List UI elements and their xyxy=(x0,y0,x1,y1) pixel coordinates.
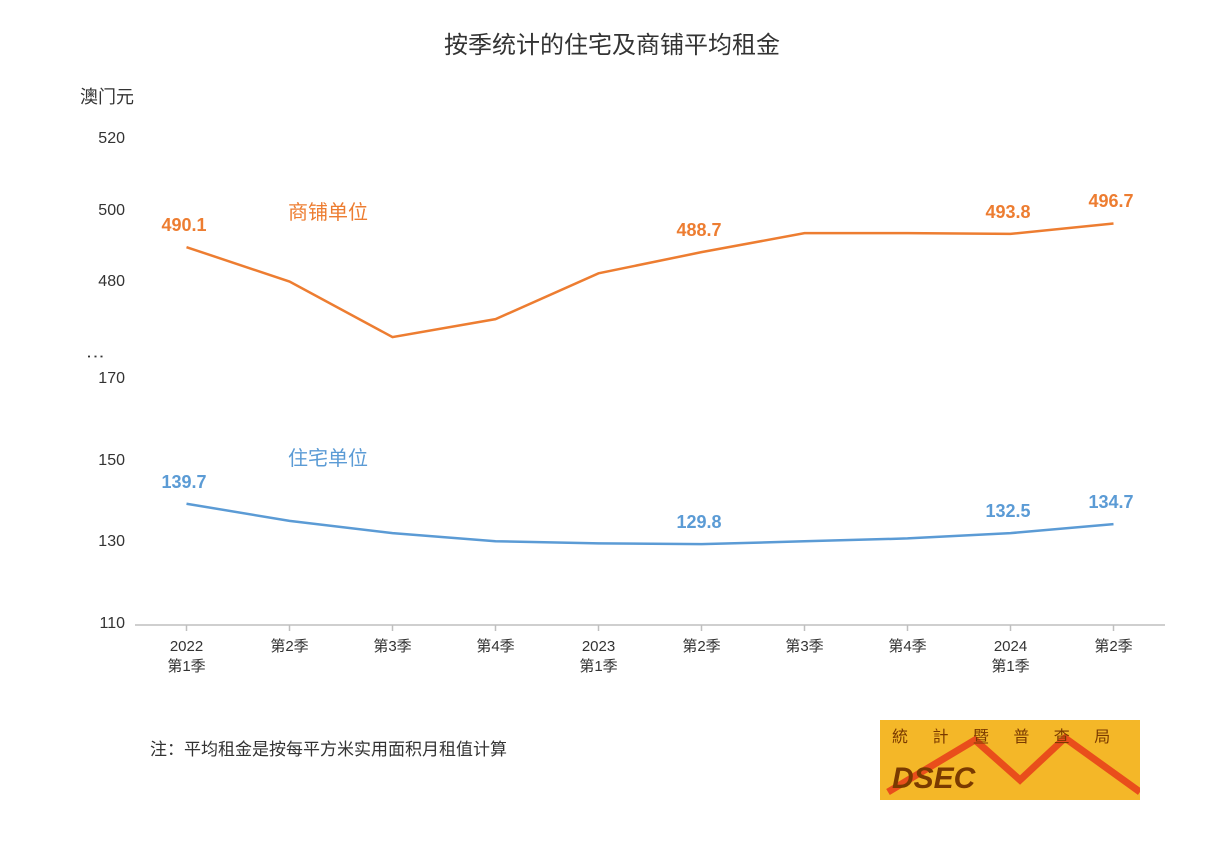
data-point-label: 132.5 xyxy=(986,501,1031,522)
y-tick-label: 500 xyxy=(85,202,125,220)
data-point-label: 129.8 xyxy=(677,512,722,533)
x-tick-label: 2024第1季 xyxy=(971,637,1051,676)
series-line xyxy=(187,223,1114,337)
logo-text-main: DSEC xyxy=(892,762,977,795)
logo-text-top: 統 計 暨 普 查 局 xyxy=(892,728,1120,746)
x-tick-label: 第2季 xyxy=(1074,637,1154,657)
x-tick-label: 第4季 xyxy=(456,637,536,657)
dsec-logo: 統 計 暨 普 查 局 DSEC xyxy=(880,720,1140,800)
x-tick-label: 2023第1季 xyxy=(559,637,639,676)
series-name-label: 住宅单位 xyxy=(288,442,368,471)
x-tick-label: 2022第1季 xyxy=(147,637,227,676)
dsec-logo-svg: 統 計 暨 普 查 局 DSEC xyxy=(880,720,1140,800)
x-tick-label: 第2季 xyxy=(662,637,742,657)
data-point-label: 493.8 xyxy=(986,202,1031,223)
chart-footnote: 注：平均租金是按每平方米实用面积月租值计算 xyxy=(150,735,507,760)
data-point-label: 496.7 xyxy=(1089,191,1134,212)
data-point-label: 490.1 xyxy=(162,215,207,236)
series-name-label: 商铺单位 xyxy=(288,196,368,225)
y-tick-label: 150 xyxy=(85,452,125,470)
y-tick-label: 480 xyxy=(85,273,125,291)
data-point-label: 488.7 xyxy=(677,220,722,241)
y-tick-label: 520 xyxy=(85,130,125,148)
x-tick-label: 第3季 xyxy=(765,637,845,657)
axis-break-icon: ⋮ xyxy=(85,348,106,366)
series-line xyxy=(187,504,1114,544)
x-tick-label: 第2季 xyxy=(250,637,330,657)
x-tick-label: 第3季 xyxy=(353,637,433,657)
y-tick-label: 110 xyxy=(85,615,125,633)
x-tick-label: 第4季 xyxy=(868,637,948,657)
y-tick-label: 170 xyxy=(85,370,125,388)
y-tick-label: 130 xyxy=(85,533,125,551)
data-point-label: 134.7 xyxy=(1089,492,1134,513)
data-point-label: 139.7 xyxy=(162,472,207,493)
